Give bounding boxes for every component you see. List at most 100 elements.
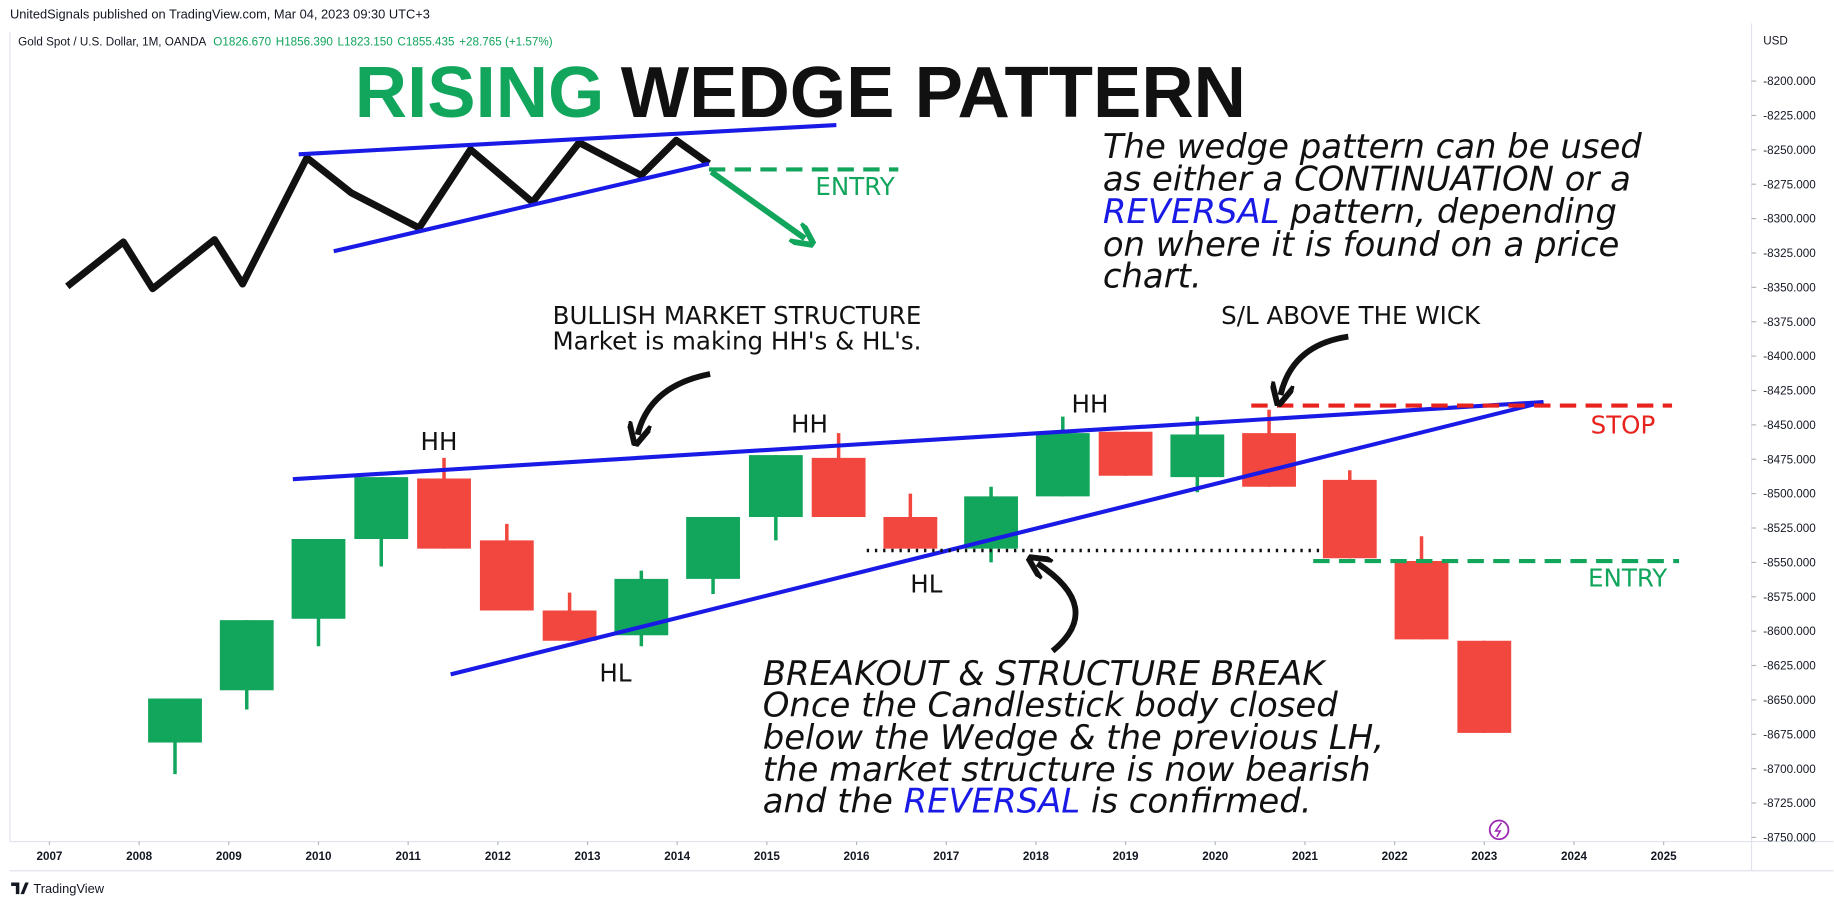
y-tick-label: -8700.000 <box>1763 763 1816 776</box>
symbol: Gold Spot / U.S. Dollar, 1M, OANDA <box>18 36 206 49</box>
x-tick-label: 2010 <box>306 850 332 863</box>
stop-label: STOP <box>1591 411 1656 440</box>
note: The wedge pattern can be used as either a… <box>1103 127 1642 296</box>
y-tick-label: -8225.000 <box>1763 110 1816 123</box>
candle-body <box>542 610 597 641</box>
candle-body <box>354 477 409 540</box>
y-tick-label: -8250.000 <box>1763 144 1816 157</box>
x-tick-label: 2017 <box>933 850 959 863</box>
candle-body <box>1035 433 1090 497</box>
wedge-line <box>450 400 1544 677</box>
wedge-line <box>298 123 837 157</box>
note-line: below the Wedge & the previous LH, <box>763 718 1384 757</box>
y-tick-label: -8625.000 <box>1763 660 1816 673</box>
y-tick-label: -8475.000 <box>1763 453 1816 466</box>
y-tick-label: -8600.000 <box>1763 625 1816 638</box>
currency: USD <box>1763 34 1788 47</box>
label: S/L ABOVE THE WICK <box>1221 301 1481 330</box>
event-icon-bolt <box>1494 822 1503 838</box>
y-tick-label: -8275.000 <box>1763 178 1816 191</box>
y-tick-label: -8525.000 <box>1763 522 1816 535</box>
note-line: pattern, depending <box>1279 192 1616 231</box>
candle-body <box>686 517 740 579</box>
quote: +28.765 (+1.57%) <box>459 36 553 49</box>
x-tick-label: 2008 <box>126 850 152 863</box>
y-tick-label: -8200.000 <box>1763 75 1816 88</box>
y-tick-label: -8400.000 <box>1763 350 1816 363</box>
y-tick-label: -8575.000 <box>1763 591 1816 604</box>
x-tick-label: 2025 <box>1651 850 1677 863</box>
candle-body <box>291 539 346 619</box>
logo <box>11 882 29 895</box>
note-line: on where it is found on a price <box>1103 225 1619 264</box>
note-line: The wedge pattern can be used <box>1103 127 1642 166</box>
arrow <box>1281 333 1349 395</box>
note-highlight: REVERSAL <box>1103 192 1280 231</box>
candle-body <box>748 455 803 518</box>
note-line: chart. <box>1103 257 1202 296</box>
x-tick-label: 2011 <box>396 850 422 863</box>
arrow <box>638 371 711 435</box>
y-tick-label: -8750.000 <box>1763 832 1816 845</box>
note-line: Once the Candlestick body closed <box>763 685 1339 724</box>
arrow <box>1037 563 1079 654</box>
x-tick-label: 2022 <box>1382 850 1408 863</box>
event-icon[interactable] <box>1488 819 1510 841</box>
wedge-line <box>333 161 710 254</box>
y-tick-label: -8550.000 <box>1763 556 1816 569</box>
quote: H1856.390 <box>276 36 334 49</box>
y-tick-label: -8500.000 <box>1763 488 1816 501</box>
x-tick-label: 2014 <box>664 850 690 863</box>
title-part: WEDGE PATTERN <box>621 52 1246 133</box>
candle-body <box>148 698 202 743</box>
entry-label: ENTRY <box>815 172 895 201</box>
swing-label: HH <box>421 427 458 456</box>
candle-body <box>1098 431 1153 476</box>
inset-diagram <box>65 123 899 293</box>
wedge-line <box>292 400 1544 482</box>
x-tick-label: 2016 <box>844 850 870 863</box>
x-tick-label: 2007 <box>36 850 62 863</box>
title-part: RISING <box>355 52 605 133</box>
footer: TradingView <box>11 881 105 896</box>
x-tick-label: 2018 <box>1023 850 1049 863</box>
y-tick-label: -8450.000 <box>1763 419 1816 432</box>
x-tick-label: 2021 <box>1292 850 1318 863</box>
y-tick-label: -8350.000 <box>1763 281 1816 294</box>
frame <box>9 23 1834 872</box>
swing-label: HH <box>791 409 828 438</box>
drawings <box>292 333 1680 841</box>
candle-body <box>479 540 534 611</box>
y-tick-label: -8325.000 <box>1763 247 1816 260</box>
quote: O1826.670 <box>213 36 271 49</box>
x-tick-label: 2015 <box>754 850 780 863</box>
publisher: UnitedSignals published on TradingView.c… <box>10 7 430 22</box>
candle-body <box>417 478 471 549</box>
note-line: BREAKOUT & STRUCTURE BREAK <box>763 654 1327 693</box>
note-line: as either a CONTINUATION or a <box>1103 160 1631 199</box>
x-tick-label: 2020 <box>1202 850 1228 863</box>
note-highlight: REVERSAL <box>904 781 1081 820</box>
y-tick-label: -8425.000 <box>1763 385 1816 398</box>
y-tick-label: -8675.000 <box>1763 728 1816 741</box>
annotations: The wedge pattern can be used as either a… <box>421 127 1669 821</box>
x-tick-label: 2024 <box>1561 850 1587 863</box>
note-line: is confirmed. <box>1080 781 1311 820</box>
swing-label: HH <box>1072 390 1109 419</box>
candle-body <box>1457 640 1512 733</box>
x-tick-label: 2009 <box>216 850 242 863</box>
symbol-info: Gold Spot / U.S. Dollar, 1M, OANDA O1826.… <box>18 36 553 49</box>
candle-body <box>1322 479 1377 559</box>
x-tick-label: 2023 <box>1471 850 1497 863</box>
note-line: and the <box>763 781 904 820</box>
note-line: the market structure is now bearish <box>763 750 1371 789</box>
breakout-note: BREAKOUT & STRUCTURE BREAK Once the Candl… <box>763 654 1384 820</box>
price-sketch <box>65 136 711 293</box>
x-tick-label: 2012 <box>485 850 511 863</box>
candle-body <box>1242 433 1296 487</box>
plot <box>148 409 1512 775</box>
y-tick-label: -8650.000 <box>1763 694 1816 707</box>
y-tick-label: -8725.000 <box>1763 797 1816 810</box>
